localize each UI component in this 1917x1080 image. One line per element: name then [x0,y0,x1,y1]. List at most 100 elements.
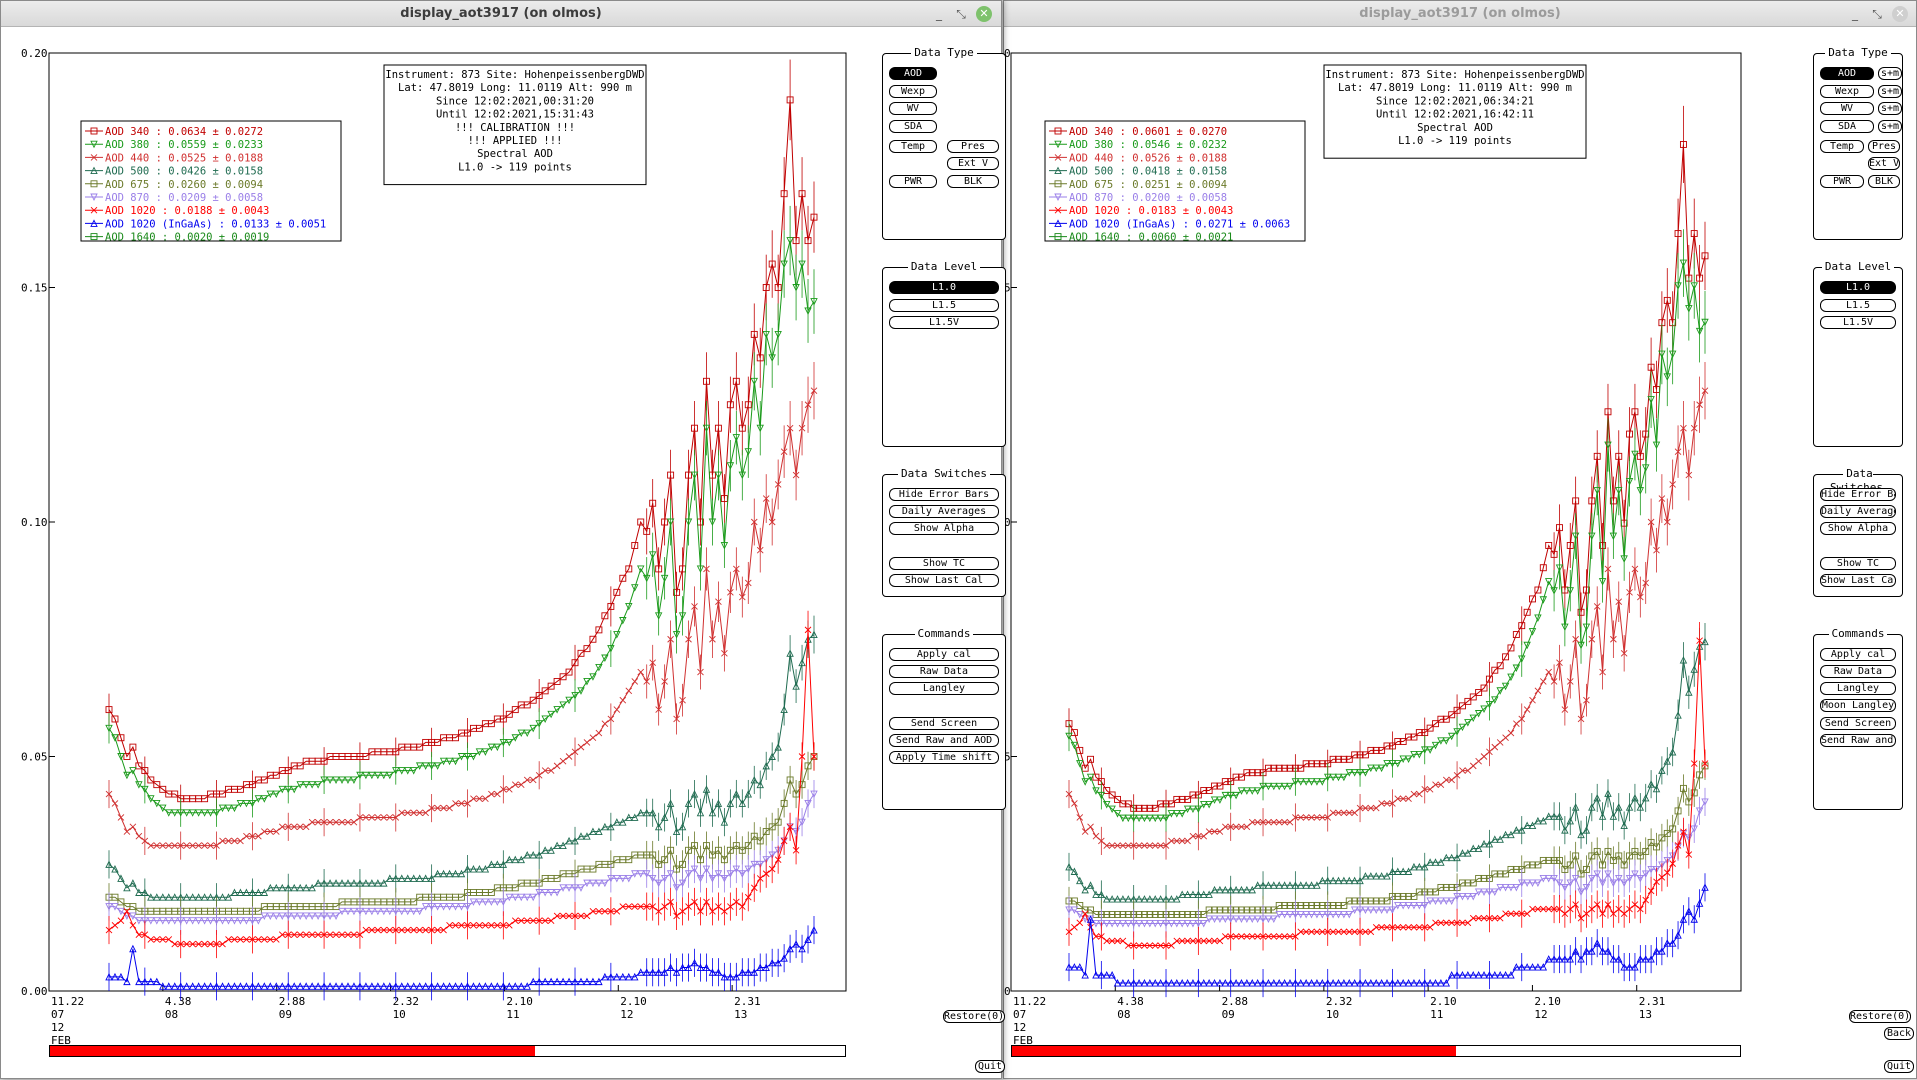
title-bar[interactable]: display_aot3917 (on olmos) _ ⤡ ✕ [1004,1,1916,27]
daily-averages-button[interactable]: Daily Averages [1820,505,1896,518]
show-alpha-button[interactable]: Show Alpha [1820,522,1896,535]
data-point [577,649,585,657]
data-point [1566,861,1574,869]
blk-button[interactable]: BLK [1868,175,1900,188]
close-icon[interactable]: ✕ [976,6,992,22]
back-button[interactable]: Back [1884,1027,1914,1040]
send-raw-and-aod-button[interactable]: Send Raw and AOD [889,734,999,747]
send-screen-button[interactable]: Send Screen [1820,717,1896,730]
info-line: Instrument: 873 Site: HohenpeissenbergDW… [385,69,644,81]
pres-button[interactable]: Pres [1868,140,1900,153]
level-l1-5-button[interactable]: L1.5 [1820,298,1896,312]
data-point [326,879,334,887]
level-l1-0-button[interactable]: L1.0 [889,281,999,294]
sm-wexp-button[interactable]: s+m [1878,84,1902,98]
data-point [1167,895,1176,903]
hide-error-bars-button[interactable]: Hide Error Bars [1820,488,1896,501]
maximize-icon[interactable]: ⤡ [956,7,966,21]
data-point [1340,755,1348,763]
show-tc-button[interactable]: Show TC [889,557,999,570]
data-point [1599,910,1606,917]
sm-aod-button[interactable]: s+m [1878,67,1902,80]
data-point [720,542,729,550]
show-tc-button[interactable]: Show TC [1820,557,1896,570]
data-point [1421,923,1429,931]
data-point [661,903,668,910]
blk-button[interactable]: BLK [947,175,999,188]
data-point [625,874,633,883]
restore-button[interactable]: Restore(0) [1849,1010,1911,1023]
data-point [159,842,167,849]
send-raw-and-aod-button[interactable]: Send Raw and AOD [1820,734,1896,747]
sm-wv-button[interactable]: s+m [1878,102,1902,115]
temp-button[interactable]: Temp [1820,140,1864,153]
data-point [165,936,173,943]
minimize-icon[interactable]: _ [1852,7,1858,21]
raw-data-button[interactable]: Raw Data [889,665,999,678]
apply-cal-button[interactable]: Apply cal [889,648,999,661]
level-l1-5v-button[interactable]: L1.5V [889,316,999,329]
data-point [786,96,794,104]
maximize-icon[interactable]: ⤡ [1872,7,1882,21]
show-last-cal-button[interactable]: Show Last Cal [1820,574,1896,587]
langley-button[interactable]: Langley [889,682,999,695]
show-last-cal-button[interactable]: Show Last Cal [889,574,999,587]
data-point [1685,688,1693,696]
pwr-button[interactable]: PWR [1820,175,1864,188]
minimize-icon[interactable]: _ [936,7,942,21]
data-point [1221,823,1229,831]
raw-data-button[interactable]: Raw Data [1820,665,1896,678]
level-l1-5-button[interactable]: L1.5 [889,298,999,312]
pwr-button[interactable]: PWR [889,175,937,188]
moon-langley-button[interactable]: Moon Langley [1820,699,1896,712]
title-bar[interactable]: display_aot3917 (on olmos) _ ⤡ ✕ [1,1,1001,27]
data-point [1151,814,1159,823]
level-l1-5v-button[interactable]: L1.5V [1820,316,1896,329]
data-type-aod-button[interactable]: AOD [889,67,937,80]
data-point [1211,782,1218,790]
restore-button[interactable]: Restore(0) [943,1010,1005,1023]
data-point [511,884,519,892]
data-point [553,706,561,714]
data-point [1680,424,1687,432]
close-icon[interactable]: ✕ [1892,6,1908,22]
apply-time-shift-button[interactable]: Apply Time shift [889,751,999,764]
data-point [601,822,609,831]
pres-button[interactable]: Pres [947,140,999,153]
data-point [141,837,149,845]
data-point [517,855,525,864]
show-alpha-button[interactable]: Show Alpha [889,522,999,535]
sm-sda-button[interactable]: s+m [1878,119,1902,133]
data-point [690,471,699,480]
data-point [1399,892,1407,900]
quit-button[interactable]: Quit [975,1060,1005,1073]
level-l1-0-button[interactable]: L1.0 [1820,281,1896,294]
data-type-sda-button[interactable]: SDA [1820,119,1874,133]
daily-averages-button[interactable]: Daily Averages [889,505,999,518]
temp-button[interactable]: Temp [889,140,937,153]
apply-cal-button[interactable]: Apply cal [1820,648,1896,661]
hide-error-bars-button[interactable]: Hide Error Bars [889,488,999,501]
data-point [1216,782,1224,790]
langley-button[interactable]: Langley [1820,682,1896,695]
data-point [613,907,621,915]
data-point [756,354,764,362]
data-point [1248,818,1256,826]
ext-v-button[interactable]: Ext V [947,157,999,170]
data-type-wexp-button[interactable]: Wexp [889,84,937,98]
data-point [1087,923,1094,931]
send-screen-button[interactable]: Send Screen [889,717,999,730]
commands-title: Commands [1814,627,1902,641]
data-type-sda-button[interactable]: SDA [889,119,937,133]
data-point [1641,955,1650,963]
ext-v-button[interactable]: Ext V [1868,157,1900,170]
data-point [147,977,155,986]
data-point [547,846,555,854]
data-type-aod-button[interactable]: AOD [1820,67,1874,80]
data-point [601,654,609,663]
data-type-wexp-button[interactable]: Wexp [1820,84,1874,98]
data-type-wv-button[interactable]: WV [889,102,937,115]
quit-button[interactable]: Quit [1884,1060,1914,1073]
data-type-wv-button[interactable]: WV [1820,102,1874,115]
legend-entry-aod-500: AOD 500 : 0.0426 ± 0.0158 [105,166,263,178]
